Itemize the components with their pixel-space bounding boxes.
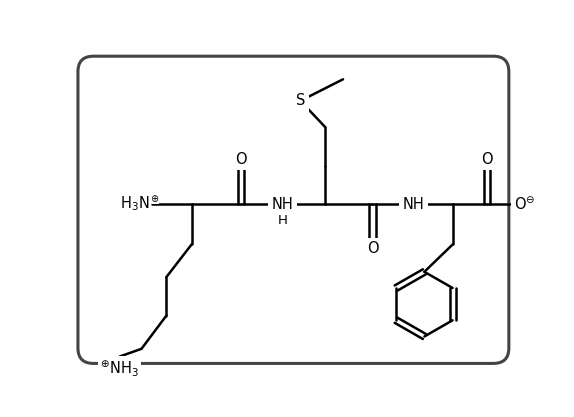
Text: H: H: [278, 214, 288, 227]
Text: NH: NH: [402, 196, 424, 211]
Text: ${}^{\oplus}\mathregular{NH_3}$: ${}^{\oplus}\mathregular{NH_3}$: [100, 358, 139, 378]
Text: O: O: [235, 152, 246, 167]
Text: S: S: [296, 93, 305, 108]
FancyBboxPatch shape: [78, 56, 509, 364]
Text: $\mathregular{H_3N}$: $\mathregular{H_3N}$: [120, 195, 149, 214]
Text: O: O: [367, 241, 378, 256]
Text: ⊕: ⊕: [150, 193, 158, 203]
Text: NH: NH: [272, 196, 293, 211]
Text: O: O: [482, 152, 493, 167]
Text: O$^{\ominus}$: O$^{\ominus}$: [514, 196, 535, 213]
